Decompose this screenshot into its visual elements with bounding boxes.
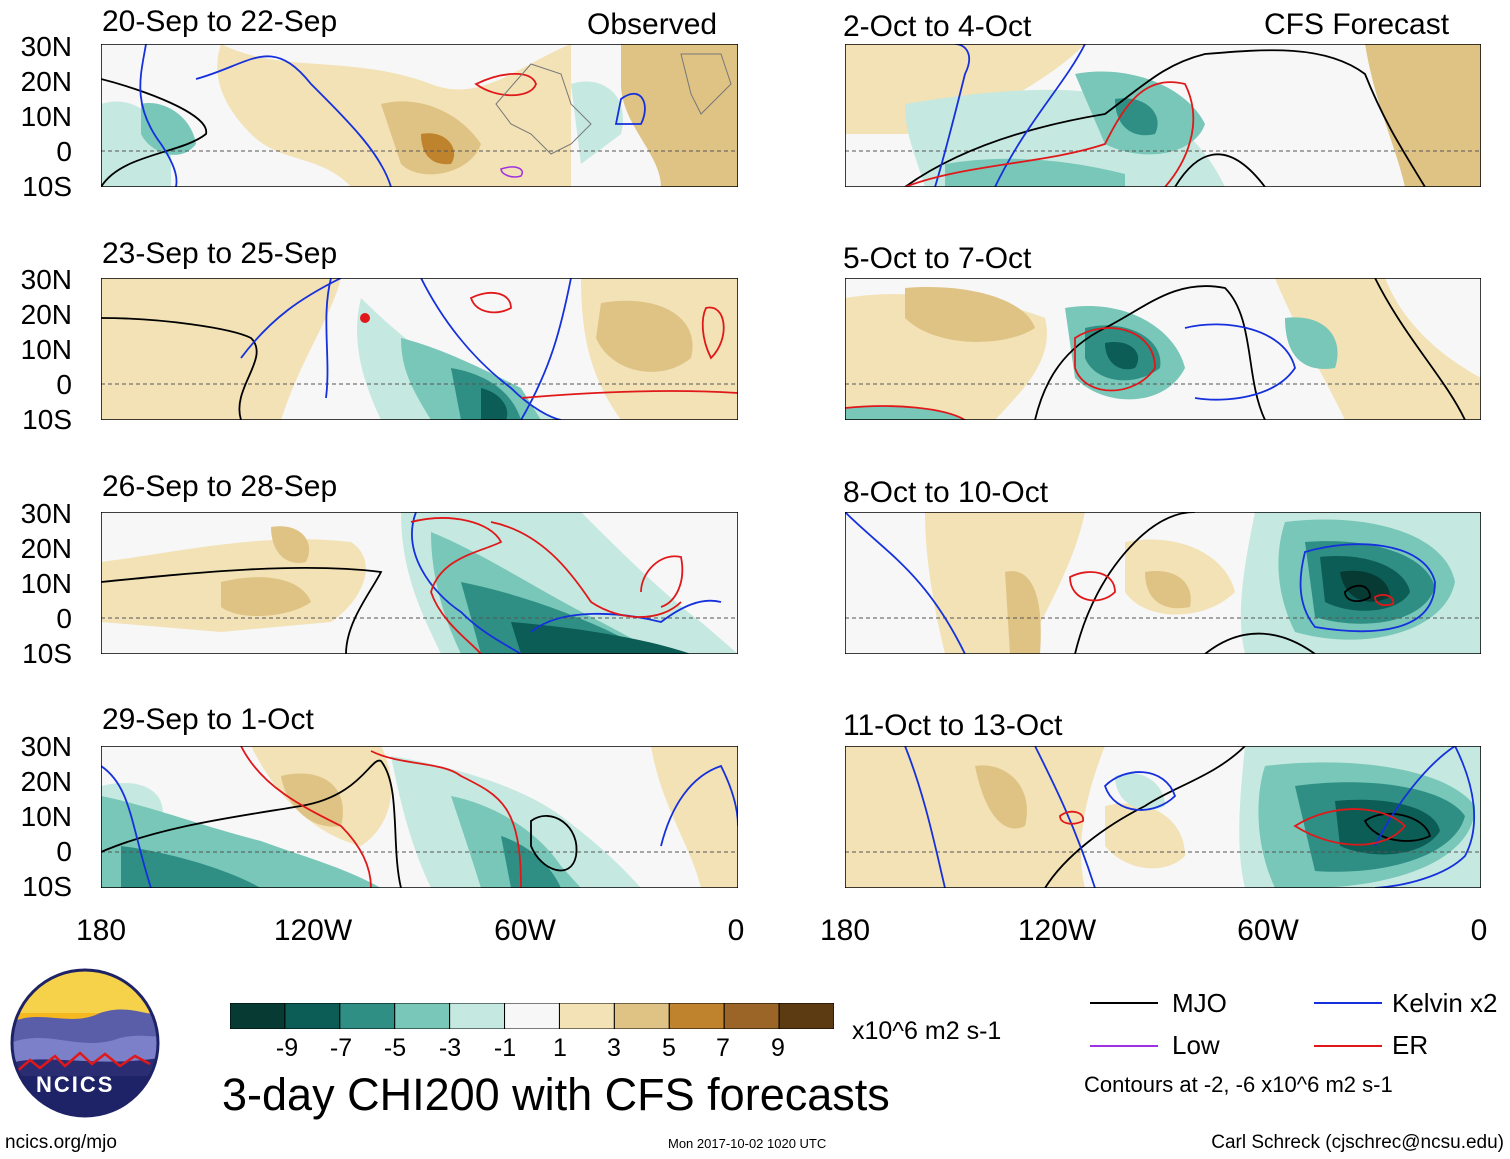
- panel-title-left-2: 23-Sep to 25-Sep: [102, 237, 338, 270]
- colorbar-swatch: [394, 1003, 451, 1029]
- footer-credit: Carl Schreck (cjschrec@ncsu.edu): [1211, 1132, 1504, 1153]
- lon-label: 180: [819, 914, 871, 947]
- colorbar-tick: -7: [329, 1034, 353, 1062]
- main-title: 3-day CHI200 with CFS forecasts: [222, 1069, 890, 1120]
- legend-line-er: [1314, 1045, 1382, 1047]
- lat-label: 10N: [20, 801, 72, 832]
- lon-label: 60W: [494, 914, 556, 947]
- colorbar-swatch: [230, 1003, 286, 1029]
- panel-title-right-3: 8-Oct to 10-Oct: [843, 476, 1049, 509]
- legend-line-low: [1090, 1045, 1158, 1047]
- lon-label: 60W: [1237, 914, 1299, 947]
- lat-label: 0: [56, 603, 72, 634]
- colorbar-swatch: [778, 1003, 834, 1029]
- map-panel-observed-26sep: [101, 512, 738, 654]
- lat-label: 10N: [20, 568, 72, 599]
- panel-title-left-1: 20-Sep to 22-Sep: [102, 5, 338, 38]
- observed-label: Observed: [587, 8, 718, 41]
- ncics-logo: [10, 968, 160, 1118]
- lat-label: 0: [56, 369, 72, 400]
- colorbar-swatch: [723, 1003, 780, 1029]
- map-panel-forecast-11oct: [845, 746, 1481, 888]
- lat-label: 0: [56, 136, 72, 167]
- colorbar-swatch: [668, 1003, 725, 1029]
- lat-label: 30N: [20, 498, 72, 529]
- lat-label: 10N: [20, 334, 72, 365]
- colorbar-swatch: [284, 1003, 341, 1029]
- legend-label-kelvin: Kelvin x2: [1392, 988, 1498, 1018]
- legend-line-mjo: [1090, 1002, 1158, 1004]
- legend-line-kelvin: [1314, 1002, 1382, 1004]
- lat-label: 0: [56, 836, 72, 867]
- colorbar-tick: 3: [607, 1034, 621, 1062]
- colorbar-tick: -1: [493, 1034, 517, 1062]
- colorbar-tick: -9: [275, 1034, 299, 1062]
- colorbar: [230, 1003, 834, 1029]
- colorbar-swatch: [339, 1003, 396, 1029]
- panel-title-right-2: 5-Oct to 7-Oct: [843, 242, 1032, 275]
- colorbar-tick: -5: [383, 1034, 407, 1062]
- lat-label: 30N: [20, 264, 72, 295]
- lat-label: 20N: [20, 66, 72, 97]
- footer-timestamp: Mon 2017-10-02 1020 UTC: [668, 1136, 827, 1151]
- lon-label: 180: [75, 914, 127, 947]
- map-panel-observed-20sep: [101, 44, 738, 187]
- legend-label-er: ER: [1392, 1030, 1429, 1060]
- lat-label: 10S: [22, 638, 72, 669]
- colorbar-tick: 7: [716, 1034, 730, 1062]
- lat-label: 10S: [22, 404, 72, 435]
- colorbar-tick: 1: [553, 1034, 567, 1062]
- lon-label: 120W: [1017, 914, 1097, 947]
- legend-label-mjo: MJO: [1172, 988, 1227, 1018]
- colorbar-tick: 5: [662, 1034, 676, 1062]
- contours-note: Contours at -2, -6 x10^6 m2 s-1: [1084, 1072, 1393, 1097]
- lat-label: 20N: [20, 766, 72, 797]
- colorbar-swatch: [449, 1003, 506, 1029]
- map-panel-forecast-2oct: [845, 44, 1481, 187]
- map-panel-forecast-5oct: [845, 278, 1481, 420]
- colorbar-tick: -3: [438, 1034, 462, 1062]
- cfs-forecast-label: CFS Forecast: [1264, 8, 1450, 41]
- legend-label-low: Low: [1172, 1030, 1220, 1060]
- map-panel-observed-29sep: [101, 746, 738, 888]
- lon-label: 120W: [273, 914, 353, 947]
- panel-title-right-1: 2-Oct to 4-Oct: [843, 10, 1032, 43]
- lat-label: 10N: [20, 101, 72, 132]
- panel-title-right-4: 11-Oct to 13-Oct: [843, 709, 1063, 742]
- lat-label: 30N: [20, 731, 72, 762]
- colorbar-swatch: [558, 1003, 615, 1029]
- lat-label: 20N: [20, 299, 72, 330]
- colorbar-swatch: [613, 1003, 670, 1029]
- lon-label: 0: [1470, 914, 1488, 947]
- lon-label: 0: [727, 914, 745, 947]
- footer-url: ncics.org/mjo: [5, 1132, 117, 1153]
- panel-title-left-4: 29-Sep to 1-Oct: [102, 703, 314, 736]
- ncics-logo-text: NCICS: [36, 1072, 115, 1097]
- colorbar-units: x10^6 m2 s-1: [852, 1017, 1002, 1045]
- map-panel-observed-23sep: [101, 278, 738, 420]
- panel-title-left-3: 26-Sep to 28-Sep: [102, 470, 338, 503]
- lat-label: 10S: [22, 171, 72, 202]
- colorbar-swatch: [504, 1003, 560, 1029]
- map-panel-forecast-8oct: [845, 512, 1481, 654]
- colorbar-tick: 9: [771, 1034, 785, 1062]
- lat-label: 30N: [20, 31, 72, 62]
- lat-label: 10S: [22, 871, 72, 902]
- lat-label: 20N: [20, 533, 72, 564]
